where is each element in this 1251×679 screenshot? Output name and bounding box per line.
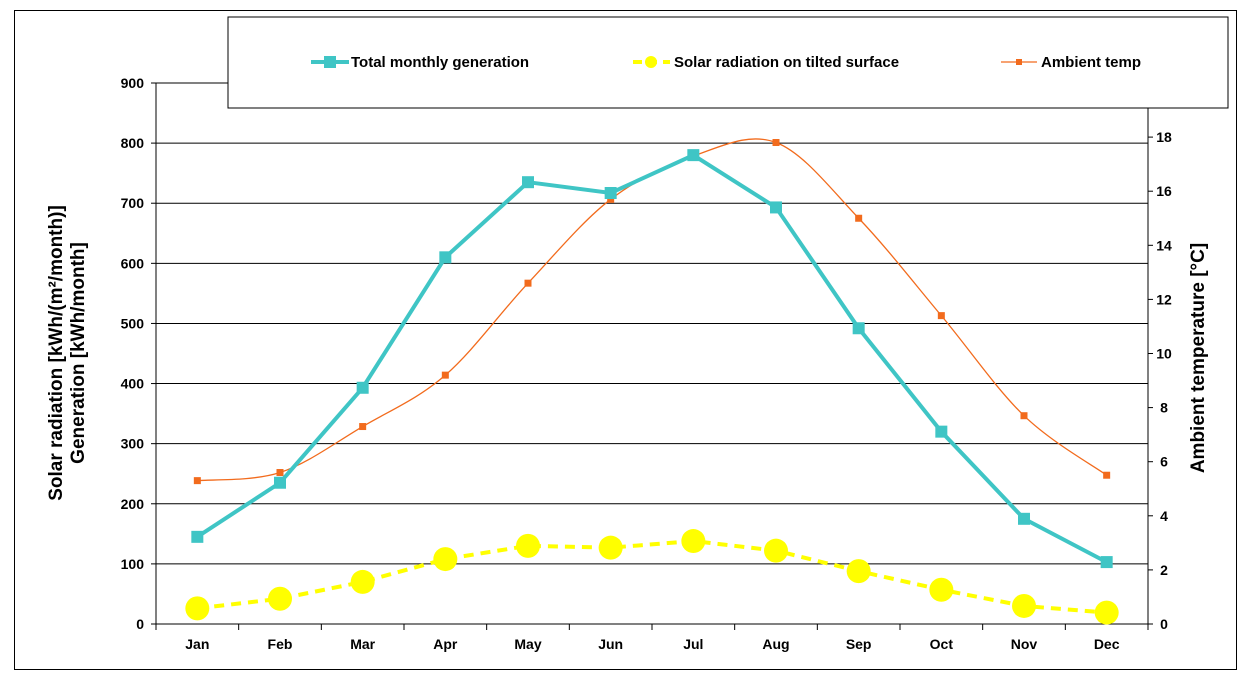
y-right-tick-label: 10 xyxy=(1156,346,1172,362)
legend-swatch-radiation-marker xyxy=(645,56,657,68)
series-radiation-line xyxy=(197,539,1107,615)
y-left-tick-label: 800 xyxy=(121,135,145,151)
y-left-tick-label: 200 xyxy=(121,496,145,512)
y-right-axis-title: Ambient temperature [°C] xyxy=(1188,243,1209,473)
legend-entry-generation: Total monthly generation xyxy=(311,54,529,71)
generation-point-dec xyxy=(1100,556,1113,569)
y-right-tick-label: 8 xyxy=(1160,400,1168,416)
temp-point-feb xyxy=(276,469,284,477)
legend-label-temp: Ambient temp xyxy=(1041,54,1141,71)
x-tick-label-jul: Jul xyxy=(683,636,703,652)
x-tick-label-aug: Aug xyxy=(762,636,789,652)
radiation-point-jun xyxy=(598,535,623,560)
series-0 xyxy=(191,149,1113,569)
x-tick-label-mar: Mar xyxy=(350,636,375,652)
y-left-axis-title-line1: Solar radiation [kWh/(m²/month)] xyxy=(46,205,67,501)
radiation-point-aug xyxy=(764,538,788,563)
radiation-point-jan xyxy=(185,596,210,621)
radiation-point-feb xyxy=(268,586,292,611)
temp-point-mar xyxy=(359,423,367,431)
series-generation-line xyxy=(196,152,1108,564)
y-right-tick-label: 2 xyxy=(1160,562,1168,578)
radiation-point-apr xyxy=(433,547,458,572)
radiation-point-sep xyxy=(846,559,871,584)
legend-entry-temp: Ambient temp xyxy=(1001,54,1141,71)
x-tick-label-feb: Feb xyxy=(268,636,293,652)
temp-point-jun xyxy=(607,195,615,203)
legend-label-generation: Total monthly generation xyxy=(351,54,529,71)
x-tick-label-may: May xyxy=(514,636,541,652)
chart-frame xyxy=(14,10,1237,670)
series-1 xyxy=(185,529,1119,625)
radiation-point-jul xyxy=(681,529,706,554)
generation-point-sep xyxy=(852,322,865,335)
legend-swatch-temp-marker xyxy=(1016,59,1022,65)
y-left-tick-label: 700 xyxy=(121,195,145,211)
generation-point-aug xyxy=(770,201,782,214)
legend-swatch-generation-marker xyxy=(324,56,336,68)
radiation-point-may xyxy=(516,533,540,558)
temp-point-may xyxy=(524,279,532,287)
x-tick-label-nov: Nov xyxy=(1011,636,1038,652)
temp-point-dec xyxy=(1103,471,1111,479)
y-right-tick-label: 14 xyxy=(1156,237,1172,253)
y-left-tick-label: 900 xyxy=(121,75,145,91)
legend-box xyxy=(227,16,1229,109)
y-left-tick-label: 600 xyxy=(121,255,145,271)
x-tick-label-sep: Sep xyxy=(846,636,872,652)
generation-point-may xyxy=(522,176,534,189)
x-tick-label-oct: Oct xyxy=(930,636,954,652)
radiation-point-dec xyxy=(1094,600,1119,625)
x-tick-label-apr: Apr xyxy=(433,636,458,652)
y-left-axis-title-line2: Generation [kWh/month] xyxy=(68,242,89,464)
temp-point-apr xyxy=(441,371,449,379)
y-right-tick-label: 4 xyxy=(1160,508,1168,524)
x-tick-label-dec: Dec xyxy=(1094,636,1120,652)
y-right-tick-label: 12 xyxy=(1156,291,1172,307)
legend-entry-radiation: Solar radiation on tilted surface xyxy=(633,54,899,71)
temp-point-sep xyxy=(855,214,863,222)
temp-point-aug xyxy=(772,139,780,147)
y-right-tick-label: 0 xyxy=(1160,616,1168,632)
generation-point-feb xyxy=(274,476,286,489)
y-right-tick-label: 6 xyxy=(1160,454,1168,470)
temp-point-nov xyxy=(1020,412,1028,420)
y-right-tick-label: 16 xyxy=(1156,183,1172,199)
y-left-tick-label: 100 xyxy=(121,556,145,572)
temp-point-jan xyxy=(193,477,201,485)
y-left-tick-label: 400 xyxy=(121,376,145,392)
axes: 0 100 200 300 400 500 600 700 800 900 0 2 4 6 8 10 12 14 1… xyxy=(121,75,1172,652)
generation-point-jun xyxy=(604,187,617,200)
x-tick-label-jun: Jun xyxy=(598,636,623,652)
series xyxy=(185,138,1119,625)
radiation-point-nov xyxy=(1012,593,1036,618)
radiation-point-oct xyxy=(929,577,954,602)
generation-point-oct xyxy=(935,425,948,438)
y-left-tick-label: 500 xyxy=(121,315,145,331)
generation-point-nov xyxy=(1018,512,1030,525)
x-tick-label-jan: Jan xyxy=(185,636,209,652)
y-left-tick-label: 0 xyxy=(136,616,144,632)
legend-label-radiation: Solar radiation on tilted surface xyxy=(674,54,899,71)
generation-point-jan xyxy=(191,530,204,543)
legend: Total monthly generation Solar radiation… xyxy=(227,16,1229,109)
radiation-point-mar xyxy=(350,569,375,594)
y-left-tick-label: 300 xyxy=(121,436,145,452)
temp-point-oct xyxy=(937,312,945,320)
y-right-tick-label: 18 xyxy=(1156,129,1172,145)
series-temp-line xyxy=(197,138,1108,482)
generation-point-mar xyxy=(356,381,369,394)
generation-point-jul xyxy=(687,149,700,162)
generation-point-apr xyxy=(439,251,452,264)
series-2 xyxy=(193,138,1111,485)
